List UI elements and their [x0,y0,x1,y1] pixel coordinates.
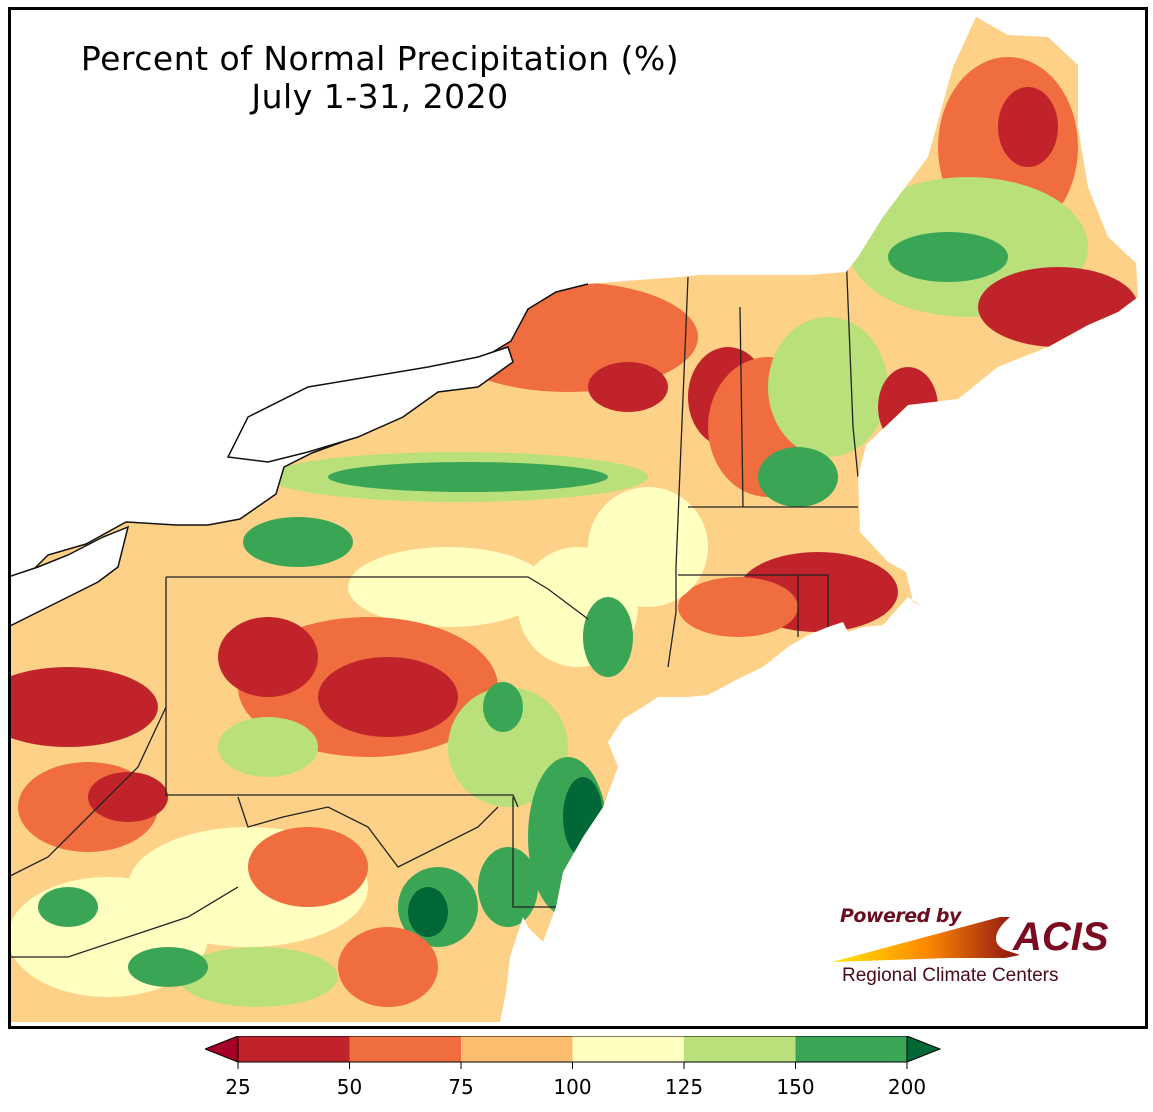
colorbar-segment [461,1036,573,1062]
state-borders [8,251,859,958]
map-title: Percent of Normal Precipitation (%) July… [20,40,740,116]
lake-shoreline [8,283,589,583]
powered-by-text: Powered by [840,905,961,927]
acis-swoosh-icon [832,917,1020,962]
colorbar-tick-label: 100 [553,1075,591,1099]
rcc-tagline: Regional Climate Centers [842,965,1059,986]
colorbar-tick-label: 125 [665,1075,703,1099]
colorbar-high-extend [906,1036,942,1063]
colorbar-tick-label: 150 [776,1075,814,1099]
colorbar-segment [684,1036,796,1062]
precipitation-map [8,7,1148,1029]
colorbar-segment [238,1036,350,1062]
acis-logo: Powered by ACIS Regional Climate Centers [830,905,1120,990]
colorbar-legend: 25 50 75 100 125 150 200 [205,1036,942,1099]
title-line-1: Percent of Normal Precipitation (%) [80,39,680,78]
lake-erie [8,525,130,628]
acis-brand-text: ACIS [1013,915,1109,959]
title-line-2: July 1-31, 2020 [251,77,509,116]
colorbar-segment [349,1036,462,1062]
colorbar-segment [572,1036,685,1062]
colorbar-tick-label: 75 [448,1075,473,1099]
lake-ontario [226,346,514,463]
precip-pattern [8,57,1138,1007]
map-border [8,7,1148,1029]
colorbar-tick-label: 25 [225,1075,250,1099]
colorbar-low-extend [205,1036,239,1063]
colorbar-tick-label: 50 [337,1075,362,1099]
colorbar-segment [795,1036,908,1062]
colorbar-tick-label: 200 [888,1075,926,1099]
